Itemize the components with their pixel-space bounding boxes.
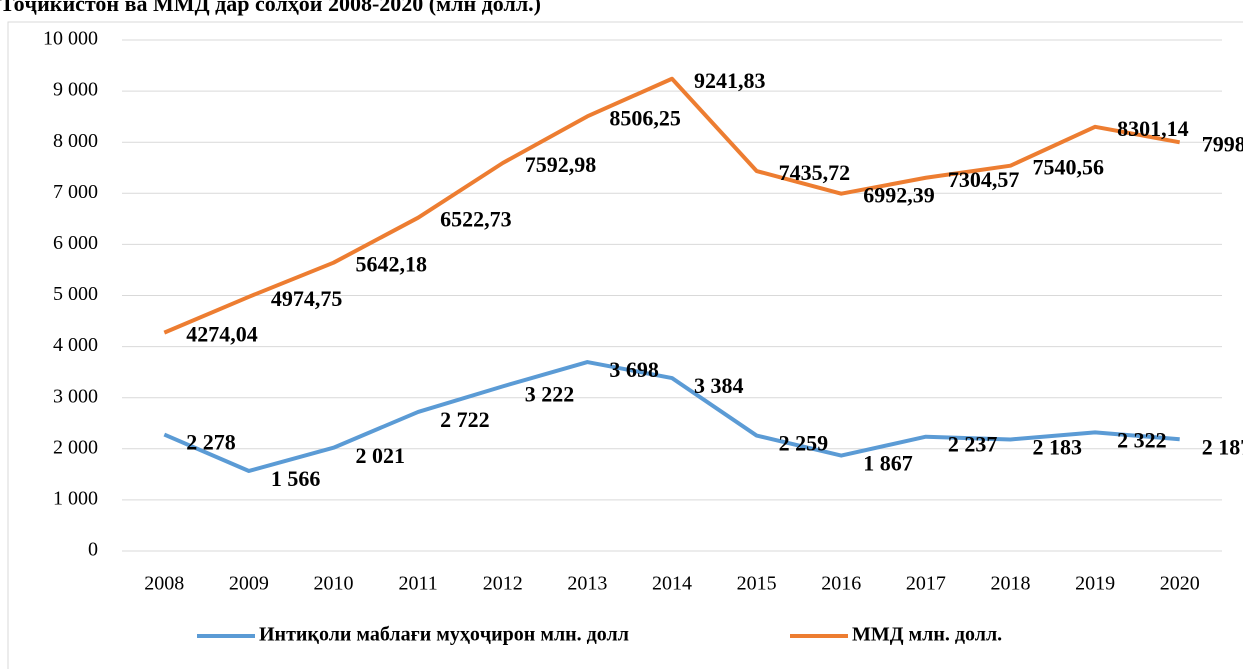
x-tick-label: 2016	[821, 573, 861, 595]
legend-label: Интиқоли маблағи муҳоҷирон млн. долл	[259, 624, 629, 646]
y-tick-label: 3 000	[53, 385, 98, 407]
legend-label: ММД млн. долл.	[852, 624, 1002, 646]
x-tick-label: 2020	[1160, 573, 1200, 595]
y-tick-label: 1 000	[53, 487, 98, 509]
data-label: 7592,98	[525, 152, 597, 177]
chart-title: Тоҷикистон ва ММД дар солҳои 2008-2020 (…	[0, 0, 541, 16]
x-tick-label: 2018	[990, 573, 1030, 595]
x-tick-label: 2013	[567, 573, 607, 595]
series-line	[163, 360, 1180, 473]
y-tick-label: 4 000	[53, 334, 98, 356]
data-label: 2 722	[440, 407, 490, 432]
data-label: 5642,18	[356, 252, 428, 277]
data-label: 7540,56	[1032, 155, 1104, 180]
data-label: 2 183	[1032, 434, 1082, 459]
x-tick-label: 2012	[483, 573, 523, 595]
data-label: 8301,14	[1117, 116, 1189, 141]
data-label: 2 259	[779, 431, 829, 456]
data-label: 7998,37	[1202, 131, 1243, 156]
y-tick-label: 2 000	[53, 436, 98, 458]
x-tick-label: 2017	[906, 573, 946, 595]
x-tick-label: 2015	[737, 573, 777, 595]
data-label: 7435,72	[779, 160, 851, 185]
y-tick-label: 7 000	[53, 181, 98, 203]
data-label: 1 566	[271, 466, 321, 491]
data-label: 3 384	[694, 373, 744, 398]
y-tick-label: 5 000	[53, 283, 98, 305]
x-tick-label: 2010	[314, 573, 354, 595]
y-tick-label: 0	[88, 539, 98, 561]
data-label: 9241,83	[694, 68, 766, 93]
data-label: 3 698	[609, 357, 659, 382]
data-label: 2 021	[356, 443, 406, 468]
x-tick-label: 2019	[1075, 573, 1115, 595]
data-label: 4974,75	[271, 286, 343, 311]
x-tick-label: 2014	[652, 573, 692, 595]
series-line	[163, 76, 1181, 335]
data-label: 2 322	[1117, 427, 1167, 452]
x-tick-label: 2009	[229, 573, 269, 595]
x-tick-label: 2008	[144, 573, 184, 595]
data-label: 4274,04	[186, 322, 257, 347]
y-tick-label: 6 000	[53, 232, 98, 254]
data-label: 2 237	[948, 432, 998, 457]
y-tick-label: 9 000	[53, 79, 98, 101]
data-label: 6522,73	[440, 207, 512, 232]
data-label: 1 867	[863, 451, 913, 476]
data-label: 3 222	[525, 381, 575, 406]
data-label: 2 187	[1202, 434, 1243, 459]
data-label: 7304,57	[948, 167, 1020, 192]
data-label: 8506,25	[609, 105, 681, 130]
data-label: 6992,39	[863, 183, 935, 208]
data-label: 2 278	[186, 430, 236, 455]
chart-border	[7, 21, 1243, 669]
x-tick-label: 2011	[399, 573, 438, 595]
y-tick-label: 8 000	[53, 130, 98, 152]
y-tick-label: 10 000	[43, 28, 98, 50]
